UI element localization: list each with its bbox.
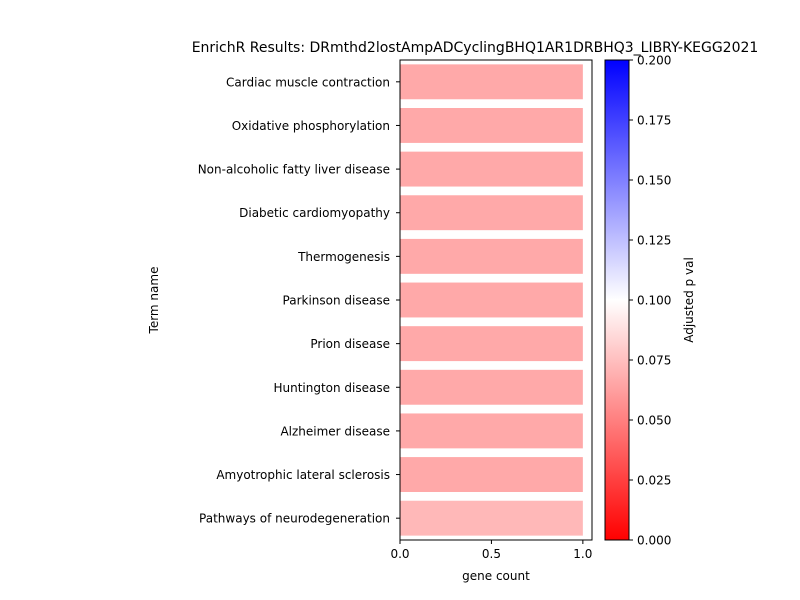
y-tick-label: Thermogenesis: [297, 250, 390, 264]
colorbar-tick-label: 0.075: [637, 354, 671, 368]
colorbar-label: Adjusted p val: [682, 257, 696, 343]
bar: [400, 195, 583, 231]
colorbar-tick-label: 0.100: [637, 294, 671, 308]
y-tick-label: Huntington disease: [273, 381, 390, 395]
y-tick-label: Prion disease: [310, 337, 390, 351]
x-axis: 0.0 0.5 1.0: [390, 540, 592, 561]
bar: [400, 64, 583, 100]
chart-title: EnrichR Results: DRmthd2lostAmpADCycling…: [192, 40, 759, 56]
bar: [400, 413, 583, 449]
bar: [400, 369, 583, 405]
colorbar-tick-label: 0.025: [637, 474, 671, 488]
colorbar-gradient: [604, 59, 630, 541]
y-axis: Cardiac muscle contraction Oxidative phos…: [198, 75, 400, 526]
x-tick-label: 0.5: [482, 547, 501, 561]
y-tick-label: Alzheimer disease: [280, 424, 390, 438]
bar: [400, 500, 583, 536]
bar: [400, 457, 583, 492]
colorbar-tick-label: 0.050: [637, 414, 671, 428]
colorbar-tick-label: 0.000: [637, 534, 671, 548]
y-tick-label: Parkinson disease: [283, 294, 390, 308]
y-axis-label: Term name: [147, 267, 161, 335]
y-tick-label: Diabetic cardiomyopathy: [239, 206, 390, 220]
bar: [400, 108, 583, 143]
y-tick-label: Amyotrophic lateral sclerosis: [216, 468, 390, 482]
y-tick-label: Non-alcoholic fatty liver disease: [198, 163, 390, 177]
colorbar: 0.000 0.025 0.050 0.075 0.100 0.125 0.150 0.175…: [604, 54, 671, 548]
x-axis-label: gene count: [462, 569, 530, 583]
x-tick-label: 1.0: [573, 547, 592, 561]
y-tick-label: Cardiac muscle contraction: [226, 75, 390, 89]
y-tick-label: Oxidative phosphorylation: [232, 119, 390, 133]
colorbar-tick-label: 0.125: [637, 234, 671, 248]
colorbar-tick-label: 0.200: [637, 54, 671, 68]
colorbar-tick-label: 0.150: [637, 174, 671, 188]
bar: [400, 151, 583, 187]
x-tick-label: 0.0: [390, 547, 409, 561]
y-tick-label: Pathways of neurodegeneration: [199, 512, 390, 526]
bar: [400, 326, 583, 362]
plot-area: [399, 59, 593, 541]
bar: [400, 282, 583, 318]
bar: [400, 238, 583, 274]
colorbar-tick-label: 0.175: [637, 114, 671, 128]
